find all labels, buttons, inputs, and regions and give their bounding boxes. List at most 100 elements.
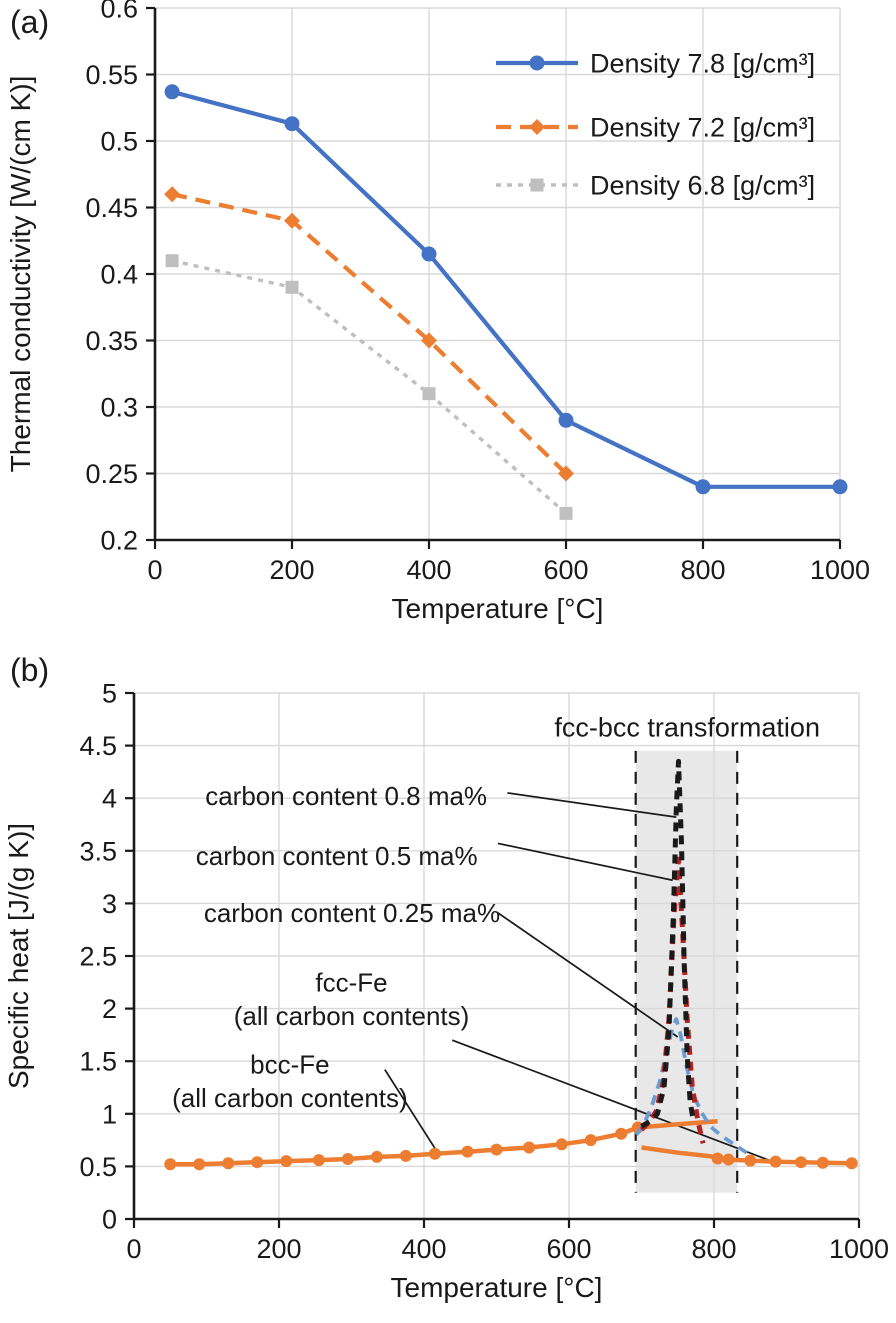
series-line-2 (641, 1145, 722, 1160)
series-line-1 (637, 1118, 718, 1130)
series-line-4 (634, 1017, 748, 1155)
marker-circle (461, 1145, 474, 1158)
marker-square (285, 280, 299, 294)
marker-circle (251, 1156, 264, 1169)
y-tick-label: 1 (102, 1099, 117, 1129)
annotation-fcc-label-1: fcc-Fe (315, 967, 387, 997)
marker-circle (193, 1158, 206, 1171)
marker-circle (341, 1153, 354, 1166)
y-tick-label: 0.45 (85, 193, 138, 223)
thermal-conductivity-chart: 0.2 0.25 0.3 0.35 0.4 0.45 0.5 0.55 0.6 0 200 400 60… (5, 0, 870, 624)
y-tick-label: 0.35 (85, 326, 138, 356)
marker-circle (222, 1157, 235, 1170)
marker-diamond (284, 212, 300, 229)
y-tick-label: 0 (102, 1205, 117, 1235)
y-tick-label: 0.25 (85, 459, 138, 489)
y-tick-label: 4 (102, 784, 117, 814)
panel-b-label: (b) (10, 652, 50, 688)
series-line-2 (171, 259, 568, 515)
annotation-carbon-08: carbon content 0.8 ma% (205, 781, 487, 811)
annotation-bcc-label-1: bcc-Fe (250, 1049, 329, 1079)
y-axis-title: Thermal conductivity [W/(cm K)] (5, 76, 36, 473)
y-tick-label: 0.4 (100, 260, 138, 290)
marker-square (422, 387, 436, 401)
legend-marker (530, 178, 544, 192)
y-axis-title: Specific heat [J/(g K)] (3, 823, 34, 1089)
marker-circle (769, 1155, 782, 1168)
legend-marker (529, 119, 545, 135)
x-tick-label: 200 (269, 555, 314, 585)
annotation-leader-line (384, 1069, 438, 1153)
legend-label: Density 7.2 [g/cm³] (590, 113, 815, 143)
x-tick-label: 1000 (829, 1234, 889, 1264)
y-tick-label: 0.3 (100, 393, 138, 423)
x-tick-label: 400 (401, 1234, 446, 1264)
x-tick-label: 0 (126, 1234, 141, 1264)
marker-circle (816, 1156, 829, 1169)
annotation-carbon-025: carbon content 0.25 ma% (204, 898, 500, 928)
y-tick-label: 3.5 (79, 836, 117, 866)
series-line-6 (640, 758, 696, 1129)
y-tick-label: 2.5 (79, 942, 117, 972)
x-tick-label: 400 (406, 555, 451, 585)
legend-marker (529, 55, 545, 71)
marker-circle (832, 479, 848, 495)
annotation-leader-line (497, 912, 679, 1038)
series-line-3 (717, 1156, 852, 1166)
marker-circle (523, 1141, 536, 1154)
x-tick-label: 800 (691, 1234, 736, 1264)
legend-label: Density 6.8 [g/cm³] (590, 171, 815, 201)
y-tick-label: 0.6 (100, 0, 138, 24)
annotation-fcc-label-2: (all carbon contents) (234, 1001, 470, 1031)
marker-circle (421, 246, 437, 262)
marker-circle (280, 1155, 293, 1168)
marker-square (165, 254, 179, 268)
marker-circle (744, 1154, 757, 1167)
annotation-bcc-label-2: (all carbon contents) (172, 1083, 408, 1113)
series-line-1 (171, 192, 568, 476)
marker-circle (312, 1154, 325, 1167)
x-tick-label: 600 (546, 1234, 591, 1264)
marker-diamond (164, 186, 181, 203)
annotation-leader-line (497, 842, 673, 882)
marker-circle (558, 412, 574, 428)
x-tick-label: 1000 (810, 555, 870, 585)
y-tick-label: 4.5 (79, 731, 117, 761)
marker-circle (711, 1152, 724, 1165)
x-tick-label: 800 (680, 555, 725, 585)
marker-square (559, 506, 573, 520)
marker-circle (695, 479, 711, 495)
panel-a-label: (a) (10, 4, 50, 40)
y-tick-label: 5 (102, 679, 117, 709)
x-tick-label: 600 (543, 555, 588, 585)
marker-circle (399, 1149, 412, 1162)
marker-circle (284, 116, 300, 132)
marker-circle (795, 1156, 807, 1169)
marker-diamond (558, 465, 574, 482)
marker-circle (555, 1138, 568, 1151)
annotation-region-title: fcc-bcc transformation (554, 713, 820, 743)
y-tick-label: 0.5 (100, 127, 138, 157)
annotation-leader-line (507, 792, 677, 818)
y-tick-label: 0.5 (79, 1152, 117, 1182)
marker-circle (428, 1147, 441, 1160)
annotation-leader-line (451, 1039, 778, 1165)
y-tick-label: 0.2 (100, 526, 138, 556)
marker-circle (164, 1158, 177, 1171)
y-tick-label: 0.55 (85, 60, 138, 90)
marker-diamond (421, 332, 437, 349)
marker-circle (584, 1134, 597, 1147)
x-tick-label: 200 (256, 1234, 301, 1264)
specific-heat-chart: 0 0.5 1 1.5 2 2.5 3 3.5 4 4.5 5 0 200 400 600 800 1000 Te… (3, 679, 889, 1304)
x-axis-title: Temperature [°C] (392, 593, 604, 624)
marker-circle (615, 1127, 628, 1140)
series-line-0 (171, 89, 840, 489)
marker-circle (164, 84, 180, 100)
y-tick-label: 1.5 (79, 1047, 117, 1077)
marker-circle (370, 1150, 383, 1163)
marker-circle (722, 1153, 735, 1166)
marker-circle (490, 1143, 503, 1156)
legend-label: Density 7.8 [g/cm³] (590, 49, 815, 79)
annotation-carbon-05: carbon content 0.5 ma% (196, 841, 478, 871)
